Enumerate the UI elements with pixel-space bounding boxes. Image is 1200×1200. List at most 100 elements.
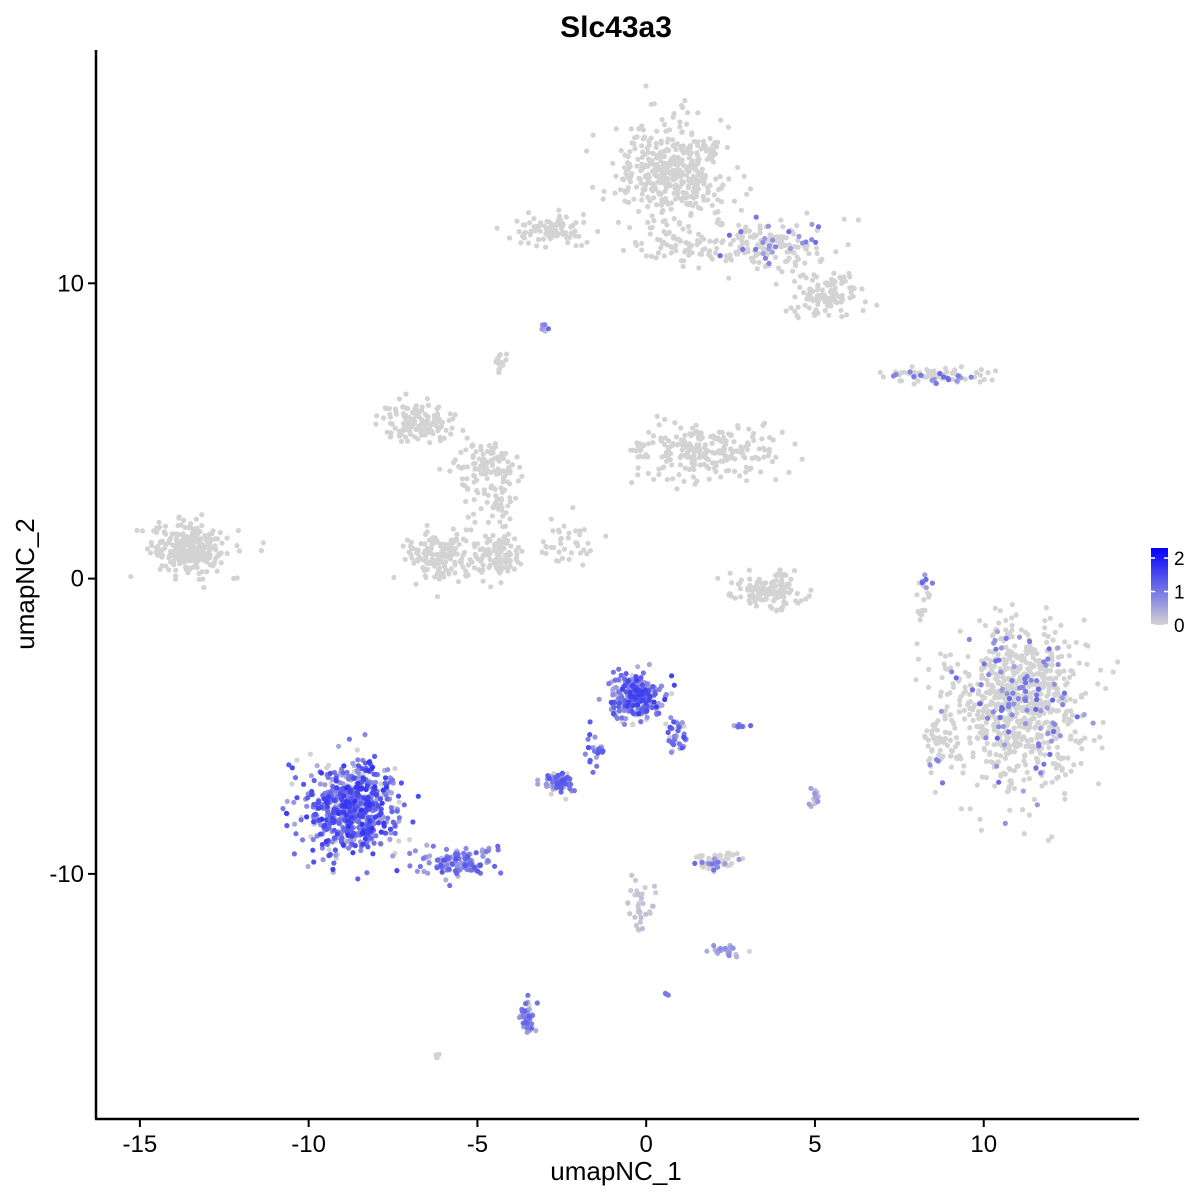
cell-point bbox=[471, 497, 477, 503]
cell-point bbox=[472, 466, 478, 472]
cell-point bbox=[488, 485, 494, 491]
cell-point bbox=[1014, 710, 1020, 717]
cell-point bbox=[962, 376, 968, 382]
cell-point bbox=[447, 411, 453, 417]
cell-point bbox=[449, 425, 455, 431]
cell-point bbox=[692, 163, 698, 170]
cell-point bbox=[534, 243, 540, 249]
cell-point bbox=[996, 724, 1002, 730]
cell-point bbox=[672, 142, 678, 148]
cell-point bbox=[942, 708, 948, 714]
cell-point bbox=[1026, 776, 1033, 782]
cell-point bbox=[684, 110, 691, 116]
cell-point bbox=[726, 232, 733, 238]
cell-point bbox=[1048, 738, 1054, 744]
cell-point bbox=[759, 580, 765, 586]
cell-point bbox=[1058, 622, 1064, 628]
cell-point bbox=[656, 710, 662, 717]
cell-point bbox=[638, 707, 645, 713]
cell-point bbox=[1060, 702, 1066, 708]
cell-point bbox=[948, 665, 954, 671]
cell-point bbox=[707, 146, 713, 152]
cell-point bbox=[409, 555, 415, 561]
cell-point bbox=[718, 438, 724, 444]
cell-point bbox=[658, 140, 664, 146]
cell-point bbox=[341, 763, 347, 769]
cell-point bbox=[779, 429, 785, 435]
cell-point bbox=[428, 428, 435, 434]
cell-point bbox=[440, 554, 447, 560]
cell-point bbox=[356, 813, 362, 819]
cell-point bbox=[1011, 742, 1018, 748]
cell-point bbox=[751, 437, 757, 443]
cell-point bbox=[560, 222, 566, 228]
cell-point bbox=[1115, 659, 1121, 665]
cell-point bbox=[413, 403, 419, 409]
cell-point bbox=[995, 730, 1002, 736]
cell-point bbox=[958, 364, 965, 370]
cell-point bbox=[556, 529, 563, 535]
cell-point bbox=[1055, 645, 1061, 651]
cell-point bbox=[678, 425, 684, 431]
cell-point bbox=[448, 431, 454, 437]
cell-point bbox=[676, 167, 682, 173]
cell-point bbox=[189, 553, 195, 559]
cell-point bbox=[633, 687, 639, 693]
cell-point bbox=[620, 176, 626, 182]
color-legend: 210 bbox=[1151, 548, 1185, 637]
cell-point bbox=[196, 544, 202, 550]
cell-point bbox=[652, 691, 658, 697]
cell-point bbox=[1021, 777, 1027, 783]
cell-point bbox=[997, 714, 1003, 721]
cell-point bbox=[744, 447, 751, 453]
cell-point bbox=[407, 850, 413, 857]
cell-point bbox=[365, 822, 371, 828]
cell-point bbox=[468, 867, 474, 873]
cell-point bbox=[839, 280, 845, 286]
cell-point bbox=[489, 462, 495, 469]
cell-point bbox=[970, 707, 976, 713]
cell-point bbox=[773, 608, 780, 614]
cell-point bbox=[980, 675, 986, 681]
cell-point bbox=[173, 567, 179, 573]
cell-point bbox=[1049, 779, 1055, 785]
cell-point bbox=[691, 448, 697, 454]
cell-point bbox=[651, 476, 657, 482]
cell-point bbox=[1011, 725, 1017, 731]
cell-point bbox=[474, 477, 480, 483]
cell-point bbox=[668, 451, 674, 457]
cell-point bbox=[507, 468, 513, 474]
cell-point bbox=[558, 789, 564, 795]
cell-point bbox=[978, 827, 985, 833]
cell-point bbox=[1043, 605, 1049, 611]
cell-point bbox=[666, 229, 672, 235]
cell-point bbox=[182, 559, 188, 565]
cell-point bbox=[527, 231, 533, 237]
cell-point bbox=[293, 831, 299, 837]
cell-point bbox=[623, 716, 629, 722]
cell-point bbox=[695, 238, 701, 244]
cell-point bbox=[711, 152, 717, 158]
cell-point bbox=[355, 757, 361, 763]
cell-point bbox=[839, 314, 845, 320]
cell-point bbox=[500, 468, 506, 474]
cell-point bbox=[333, 778, 339, 784]
cell-point bbox=[682, 465, 688, 471]
cell-point bbox=[574, 540, 580, 546]
cell-point bbox=[1024, 769, 1030, 775]
cell-point bbox=[375, 820, 381, 826]
cell-point bbox=[1031, 796, 1037, 803]
cell-point bbox=[744, 478, 750, 484]
cell-point bbox=[396, 433, 402, 439]
cell-point bbox=[1045, 656, 1051, 662]
cell-point bbox=[527, 220, 533, 226]
cell-point bbox=[470, 511, 477, 517]
cell-point bbox=[320, 857, 326, 863]
cell-point bbox=[929, 748, 935, 754]
cell-point bbox=[209, 531, 215, 537]
cell-point bbox=[608, 699, 614, 706]
cell-point bbox=[979, 774, 986, 780]
cell-point bbox=[341, 803, 347, 810]
cell-point bbox=[612, 677, 618, 683]
cell-point bbox=[469, 559, 475, 565]
